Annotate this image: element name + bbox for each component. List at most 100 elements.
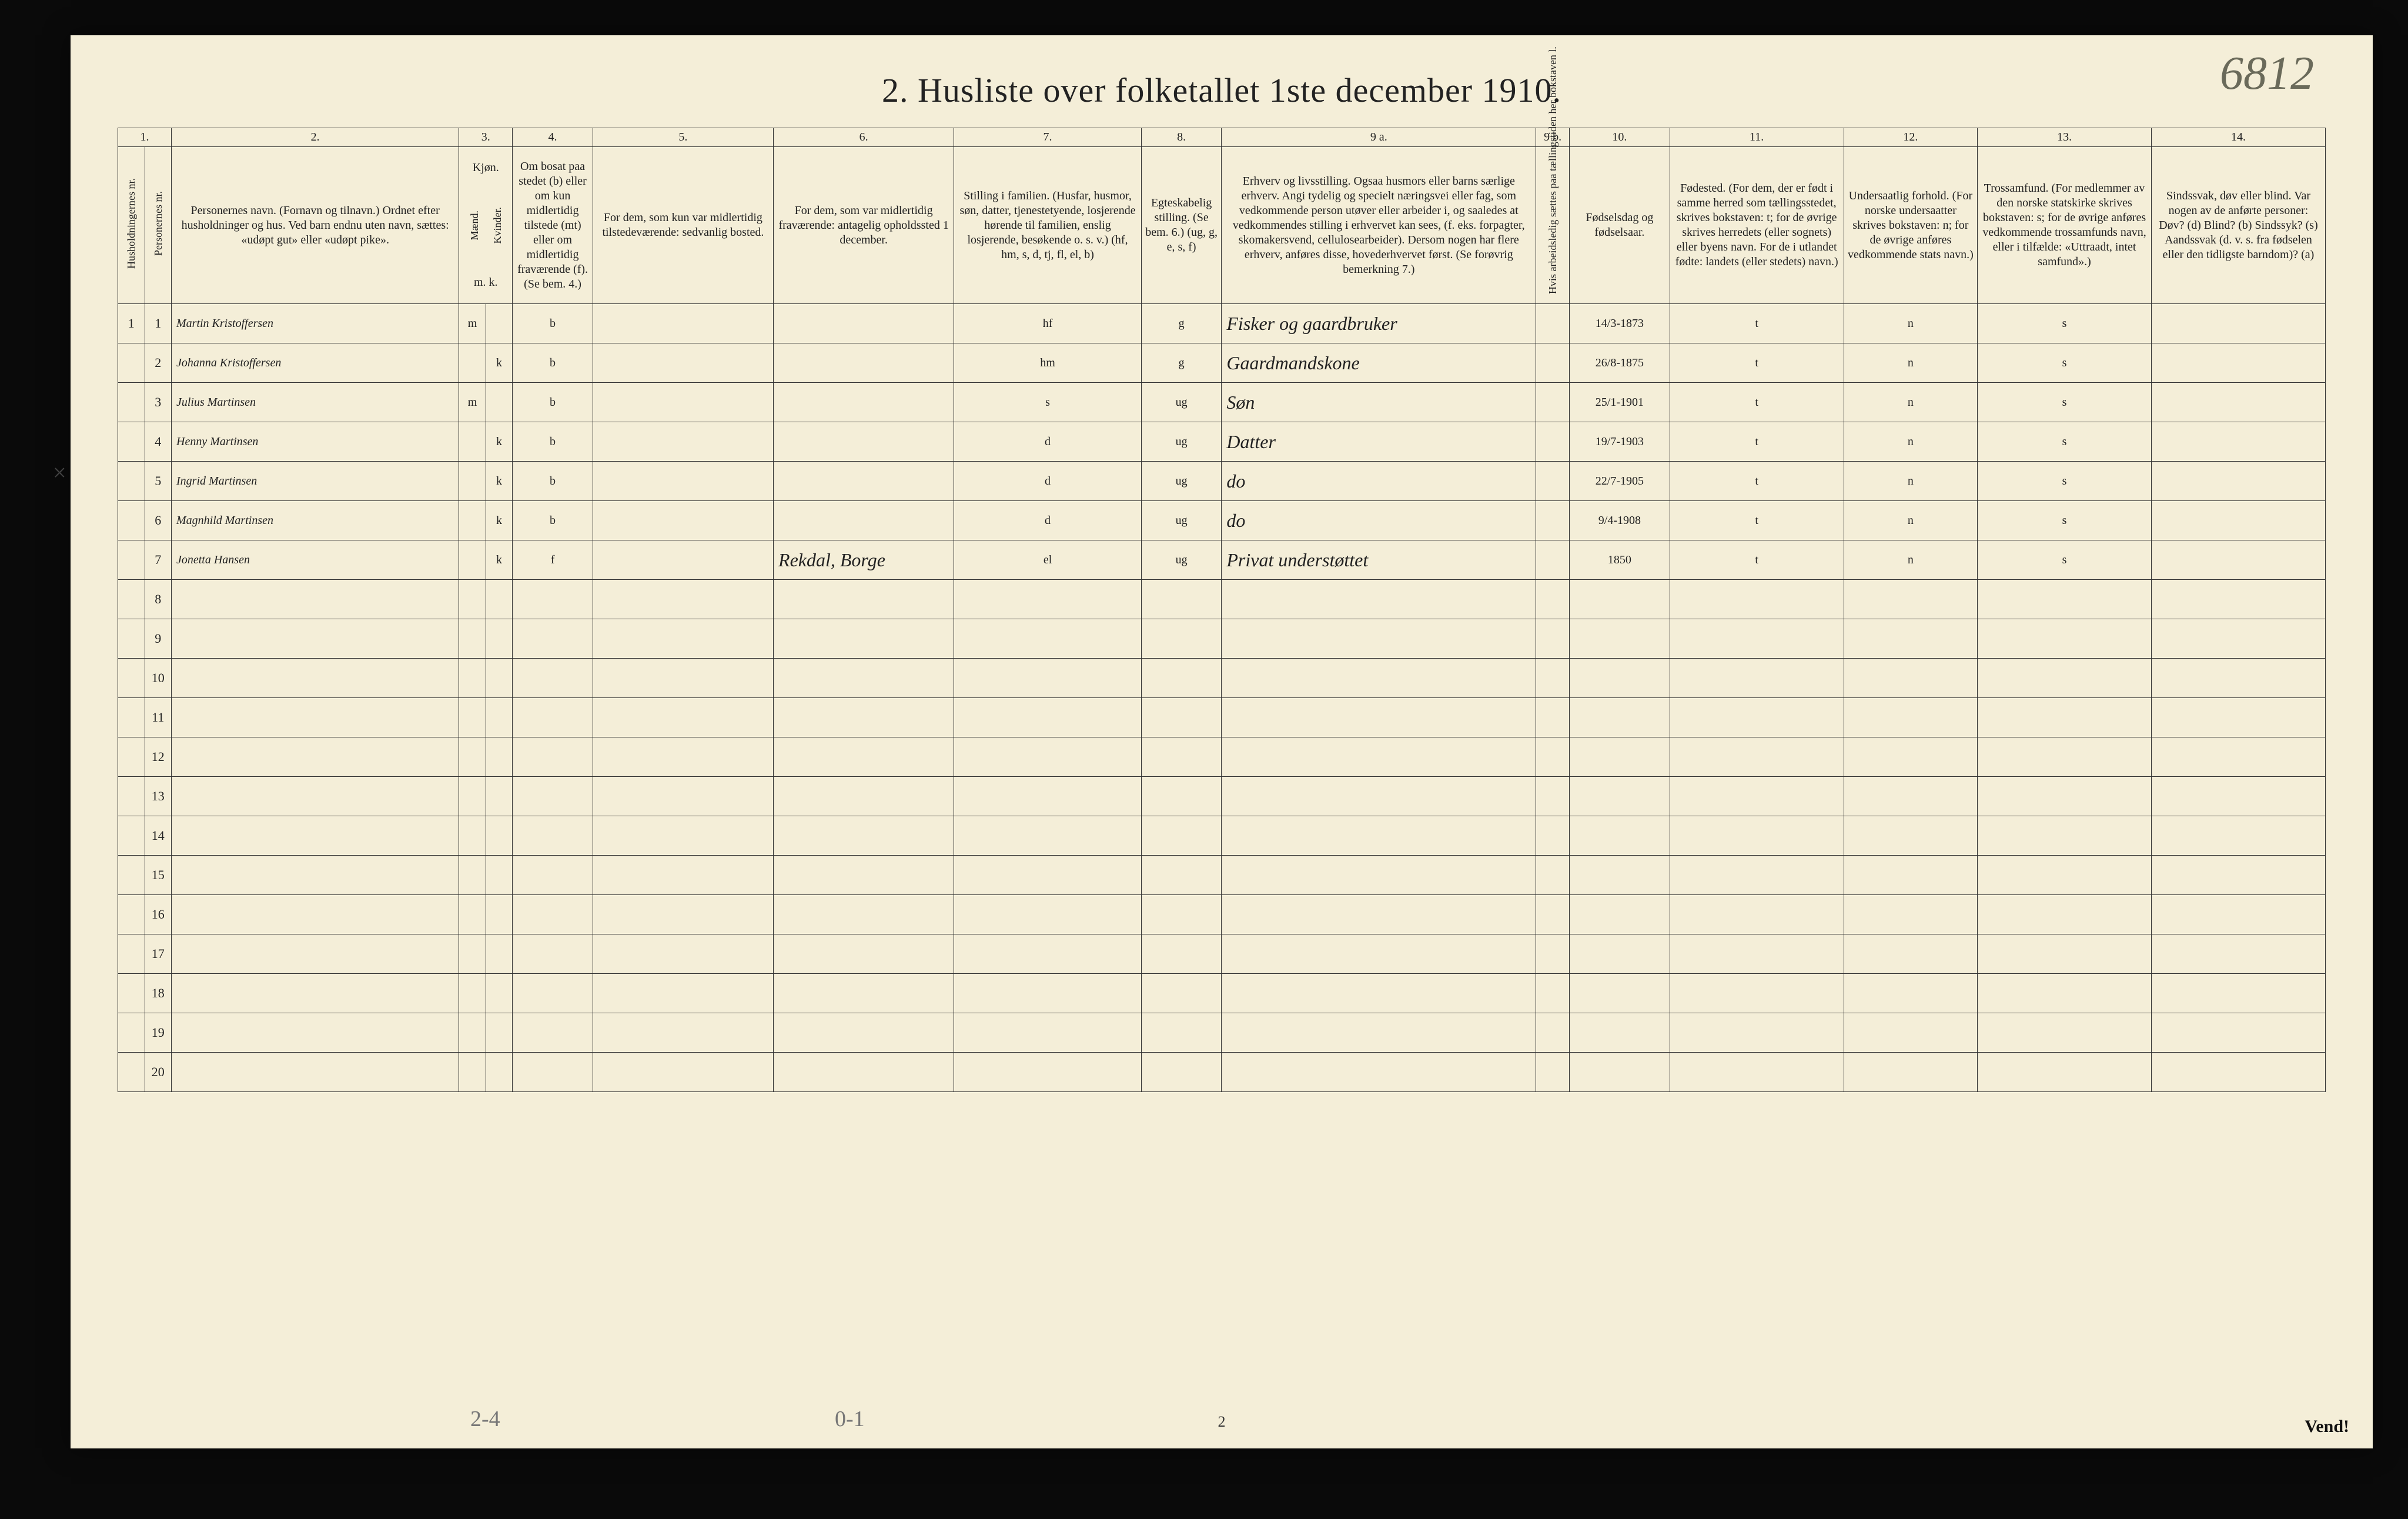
head-9b: Hvis arbeidsledig sættes paa tællingstid…	[1536, 147, 1570, 304]
cell-rel	[1978, 974, 2152, 1013]
cell-res	[513, 1053, 593, 1092]
cell-led	[1536, 895, 1570, 934]
head-11: Fødested. (For dem, der er født i samme …	[1670, 147, 1844, 304]
cell-birth	[1570, 816, 1670, 856]
cell-c6	[774, 619, 954, 659]
cell-m	[459, 540, 486, 580]
cell-c5	[593, 1053, 773, 1092]
cell-occ	[1222, 580, 1536, 619]
cell-c6	[774, 462, 954, 501]
cell-c6	[774, 659, 954, 698]
cell-nat: n	[1844, 501, 1978, 540]
cell-nat	[1844, 974, 1978, 1013]
cell-dis	[2151, 816, 2325, 856]
head-1a: Husholdningernes nr.	[118, 147, 145, 304]
cell-c6	[774, 1013, 954, 1053]
cell-res	[513, 816, 593, 856]
cell-led	[1536, 462, 1570, 501]
cell-name	[172, 737, 459, 777]
cell-fam: d	[954, 462, 1142, 501]
cell-c5	[593, 816, 773, 856]
cell-hh	[118, 383, 145, 422]
cell-res: b	[513, 343, 593, 383]
cell-hh: 1	[118, 304, 145, 343]
cell-fam	[954, 1053, 1142, 1092]
head-3-sub: m. k.	[463, 275, 509, 290]
colnum-1: 1.	[118, 128, 172, 147]
cell-c6: Rekdal, Borge	[774, 540, 954, 580]
cell-c6	[774, 737, 954, 777]
cell-m	[459, 659, 486, 698]
colnum-7: 7.	[954, 128, 1142, 147]
cell-c5	[593, 304, 773, 343]
cell-fam	[954, 580, 1142, 619]
cell-led	[1536, 974, 1570, 1013]
table-body: 11Martin KristoffersenmbhfgFisker og gaa…	[118, 304, 2326, 1092]
cell-c5	[593, 343, 773, 383]
cell-hh	[118, 462, 145, 501]
head-7: Stilling i familien. (Husfar, husmor, sø…	[954, 147, 1142, 304]
cell-dis	[2151, 304, 2325, 343]
cell-birth	[1570, 737, 1670, 777]
cell-name	[172, 698, 459, 737]
cell-led	[1536, 422, 1570, 462]
head-8: Egteskabelig stilling. (Se bem. 6.) (ug,…	[1141, 147, 1222, 304]
cell-res: b	[513, 462, 593, 501]
cell-birth	[1570, 659, 1670, 698]
cell-name	[172, 580, 459, 619]
cell-k: k	[486, 343, 513, 383]
cell-hh	[118, 974, 145, 1013]
cell-m	[459, 619, 486, 659]
cell-m	[459, 501, 486, 540]
cell-pn: 16	[145, 895, 172, 934]
cell-dis	[2151, 422, 2325, 462]
cell-m	[459, 816, 486, 856]
cell-nat	[1844, 659, 1978, 698]
cell-m	[459, 422, 486, 462]
cell-res	[513, 737, 593, 777]
table-row: 7Jonetta HansenkfRekdal, BorgeelugPrivat…	[118, 540, 2326, 580]
cell-led	[1536, 619, 1570, 659]
cell-rel	[1978, 934, 2152, 974]
cell-dis	[2151, 698, 2325, 737]
cell-birth	[1570, 619, 1670, 659]
cell-res	[513, 777, 593, 816]
cell-name	[172, 1013, 459, 1053]
cell-pn: 12	[145, 737, 172, 777]
cell-k	[486, 580, 513, 619]
cell-k	[486, 304, 513, 343]
cell-led	[1536, 580, 1570, 619]
cell-birth: 22/7-1905	[1570, 462, 1670, 501]
cell-pn: 5	[145, 462, 172, 501]
cell-pn: 8	[145, 580, 172, 619]
cell-occ	[1222, 974, 1536, 1013]
cell-pn: 20	[145, 1053, 172, 1092]
cell-place	[1670, 698, 1844, 737]
cell-m	[459, 580, 486, 619]
cell-c6	[774, 895, 954, 934]
cell-birth	[1570, 580, 1670, 619]
table-row: 20	[118, 1053, 2326, 1092]
cell-led	[1536, 540, 1570, 580]
cell-c6	[774, 304, 954, 343]
cell-nat	[1844, 856, 1978, 895]
head-9a: Erhverv og livsstilling. Ogsaa husmors e…	[1222, 147, 1536, 304]
cell-m	[459, 1013, 486, 1053]
cell-m	[459, 343, 486, 383]
cell-pn: 1	[145, 304, 172, 343]
cell-mar: ug	[1141, 501, 1222, 540]
cell-c6	[774, 698, 954, 737]
cell-birth	[1570, 934, 1670, 974]
cell-place	[1670, 619, 1844, 659]
cell-place	[1670, 816, 1844, 856]
cell-place: t	[1670, 304, 1844, 343]
colnum-4: 4.	[513, 128, 593, 147]
cell-nat	[1844, 619, 1978, 659]
cell-k	[486, 934, 513, 974]
cell-res	[513, 934, 593, 974]
cell-birth: 25/1-1901	[1570, 383, 1670, 422]
colnum-2: 2.	[172, 128, 459, 147]
cell-birth	[1570, 974, 1670, 1013]
cell-hh	[118, 777, 145, 816]
cell-hh	[118, 934, 145, 974]
